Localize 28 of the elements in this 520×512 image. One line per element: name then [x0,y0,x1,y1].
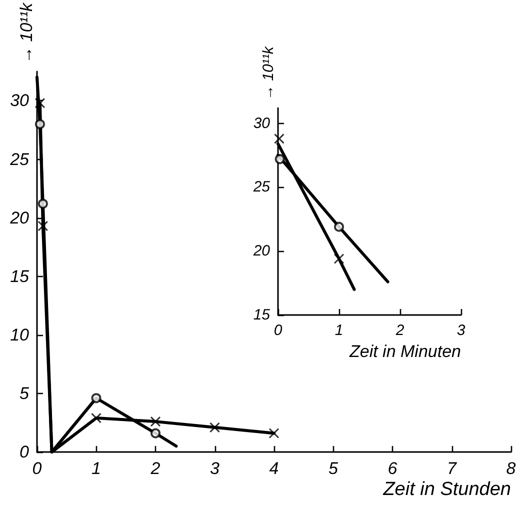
x-tick-label: 5 [328,459,339,478]
x-axis-title: Zeit in Minuten [348,342,461,361]
x-tick-label: 2 [150,459,161,478]
y-tick-label: 30 [253,114,271,132]
x-tick-label: 3 [210,459,220,478]
y-tick-label: 25 [9,150,30,169]
y-tick-label: 30 [10,91,30,110]
y-tick-label: 20 [252,242,271,260]
y-tick-label: 0 [20,442,30,462]
x-tick-label: 8 [506,459,516,478]
y-tick-label: 10 [10,325,30,344]
x-tick-label: 1 [92,459,101,478]
x-tick-label: 2 [394,322,405,339]
x-tick-label: 0 [32,459,42,478]
x-tick-label: 0 [274,322,283,339]
x-tick-label: 3 [456,322,466,339]
y-tick-label: 5 [20,384,30,403]
y-axis-title: → 10¹¹k [260,45,277,100]
y-tick-label: 15 [253,306,271,324]
y-tick-label: 20 [9,208,30,228]
x-tick-label: 6 [388,459,398,478]
y-axis-title: → 10¹¹k [17,2,36,64]
y-tick-label: 25 [252,178,271,196]
y-tick-label: 15 [10,266,30,286]
x-tick-label: 7 [447,459,458,478]
x-tick-label: 4 [269,459,279,478]
x-tick-label: 1 [334,322,344,339]
x-axis-title: Zeit in Stunden [382,479,511,500]
